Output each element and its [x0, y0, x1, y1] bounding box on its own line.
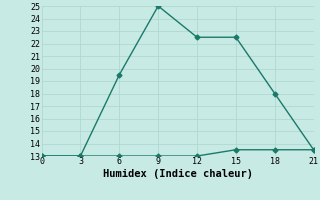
X-axis label: Humidex (Indice chaleur): Humidex (Indice chaleur)	[103, 169, 252, 179]
